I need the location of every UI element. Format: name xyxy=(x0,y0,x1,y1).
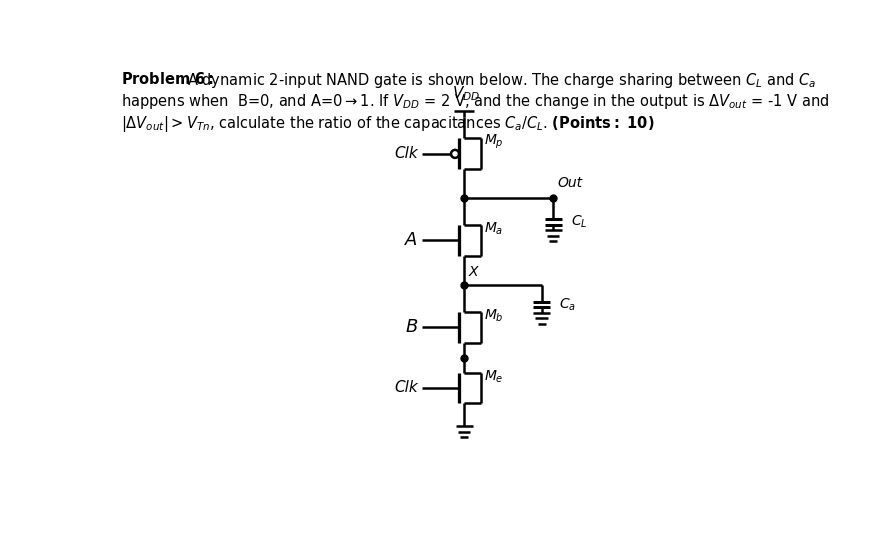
Text: $M_p$: $M_p$ xyxy=(484,132,504,151)
Text: B: B xyxy=(405,318,417,336)
Text: A dynamic 2-input NAND gate is shown below. The charge sharing between $C_L$ and: A dynamic 2-input NAND gate is shown bel… xyxy=(186,70,816,90)
Text: Clk: Clk xyxy=(394,380,417,395)
Text: A: A xyxy=(405,231,417,249)
Text: $V_{DD}$: $V_{DD}$ xyxy=(451,84,480,103)
Text: $M_b$: $M_b$ xyxy=(484,308,504,324)
Text: $C_a$: $C_a$ xyxy=(559,296,576,313)
Text: $M_a$: $M_a$ xyxy=(484,221,504,237)
Text: happens when  B=0, and A=0$\rightarrow$1. If $V_{DD}$ = 2 V, and the change in t: happens when B=0, and A=0$\rightarrow$1.… xyxy=(120,93,830,111)
Text: $C_L$: $C_L$ xyxy=(571,214,588,230)
Text: $\mathbf{Problem\ 6:}$: $\mathbf{Problem\ 6:}$ xyxy=(120,70,213,87)
Text: $M_e$: $M_e$ xyxy=(484,369,504,385)
Text: $|\Delta V_{out}|>V_{Tn}$, calculate the ratio of the capacitances $C_a/C_L$. $\: $|\Delta V_{out}|>V_{Tn}$, calculate the… xyxy=(120,114,654,134)
Text: Out: Out xyxy=(558,176,582,190)
Text: Clk: Clk xyxy=(394,146,417,161)
Text: X: X xyxy=(469,265,478,279)
